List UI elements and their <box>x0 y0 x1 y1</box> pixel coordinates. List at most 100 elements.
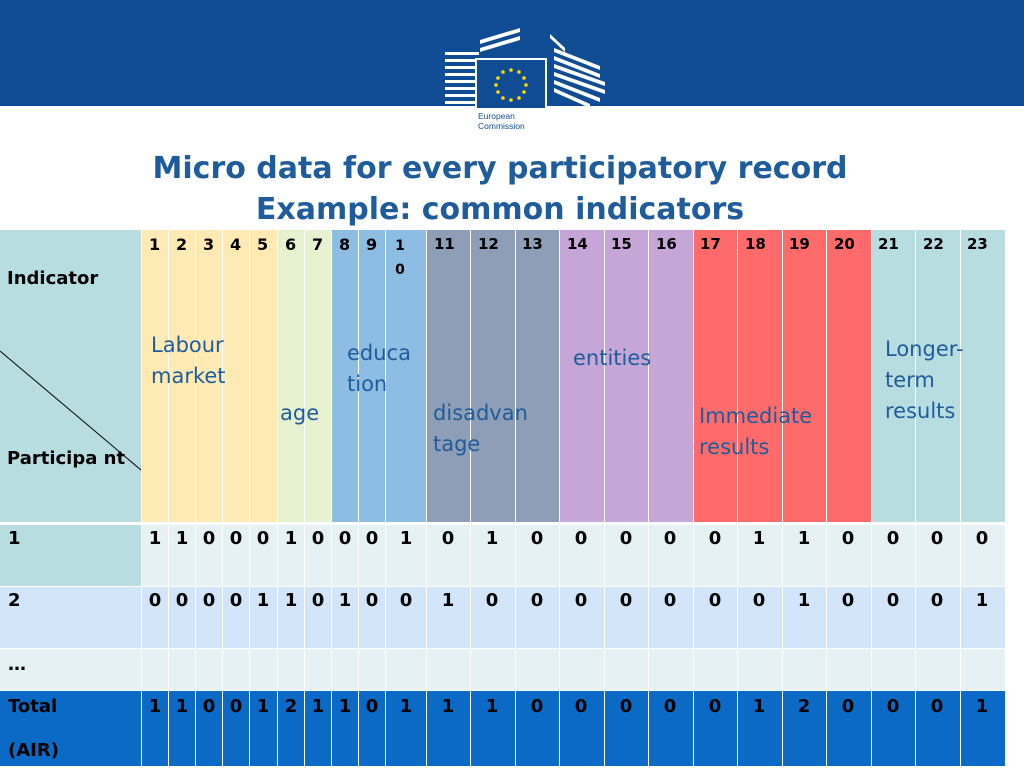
table-cell-value: 0 <box>229 590 243 611</box>
table-cell-value: 0 <box>229 528 243 549</box>
table-cell-value: 0 <box>930 590 944 611</box>
table-cell-value: 0 <box>311 528 325 549</box>
logo-text-line2: Commission <box>478 121 525 131</box>
table-cell-value: 0 <box>485 590 499 611</box>
table-cell-value: 1 <box>485 528 499 549</box>
table-cell-value: 0 <box>619 696 633 717</box>
table-cell-value: 1 <box>797 590 811 611</box>
table-cell-value: 0 <box>365 696 379 717</box>
indicator-number-21: 21 <box>878 235 899 253</box>
indicator-number-3: 3 <box>203 235 215 254</box>
table-cell-value: 1 <box>256 590 270 611</box>
table-cell-value: 0 <box>365 590 379 611</box>
indicator-number-4: 4 <box>230 235 242 254</box>
indicator-number-18: 18 <box>745 235 766 253</box>
table-cell-value: 0 <box>365 528 379 549</box>
indicator-number-17: 17 <box>700 235 721 253</box>
row-1-label-bg <box>0 524 141 586</box>
grid-vline <box>304 230 305 766</box>
grid-vline <box>385 230 386 766</box>
indicator-number-6: 6 <box>285 235 297 254</box>
total-label-line-2: (AIR) <box>8 740 59 761</box>
indicator-number-23: 23 <box>967 235 988 253</box>
indicator-number-11: 11 <box>434 235 455 253</box>
group-label-immediate-results: Immediate results <box>699 404 813 459</box>
grid-vline <box>871 230 872 766</box>
corner-cell <box>0 230 141 522</box>
table-cell-value: 2 <box>284 696 298 717</box>
table-cell-value: 0 <box>619 528 633 549</box>
table-cell-value: 1 <box>399 696 413 717</box>
corner-diagonal <box>0 350 141 471</box>
table-cell-value: 0 <box>886 696 900 717</box>
table-cell-value: 0 <box>202 528 216 549</box>
table-cell-value: 0 <box>930 528 944 549</box>
table-cell-value: 0 <box>619 590 633 611</box>
grid-vline <box>426 230 427 766</box>
indicator-number-12: 12 <box>478 235 499 253</box>
table-cell-value: 0 <box>708 696 722 717</box>
row-label-2: 2 <box>8 590 21 611</box>
band-education <box>331 230 426 522</box>
table-cell-value: 1 <box>399 528 413 549</box>
band-entities <box>559 230 693 522</box>
grid-hline <box>0 690 1005 691</box>
indicator-number-7: 7 <box>312 235 324 254</box>
total-label-line-1: Total <box>8 696 58 717</box>
logo-text-line1: European <box>478 111 515 121</box>
table-cell-value: 1 <box>441 696 455 717</box>
row-1-bg <box>141 524 1005 586</box>
group-label-disadvantage: disadvan tage <box>433 401 528 456</box>
table-cell-value: 0 <box>841 528 855 549</box>
table-cell-value: 1 <box>175 528 189 549</box>
title-line-1: Micro data for every participatory recor… <box>152 151 848 186</box>
grid-vline <box>693 230 694 766</box>
table-cell-value: 1 <box>752 528 766 549</box>
table-cell-value: 0 <box>202 696 216 717</box>
grid-hline <box>0 586 1005 587</box>
row-label-1: 1 <box>8 528 21 549</box>
table-cell-value: 0 <box>752 590 766 611</box>
table-cell-value: 1 <box>284 528 298 549</box>
title-line-2: Example: common indicators <box>255 192 745 227</box>
band-disadvantage <box>426 230 559 522</box>
logo-text: European Commission <box>478 111 548 131</box>
indicator-number-15: 15 <box>611 235 632 253</box>
grid-vline <box>249 230 250 766</box>
indicator-number-22: 22 <box>923 235 944 253</box>
table-cell-value: 1 <box>485 696 499 717</box>
table-cell-value: 0 <box>530 590 544 611</box>
european-commission-logo <box>445 28 605 110</box>
table-cell-value: 1 <box>256 696 270 717</box>
row-2-bg <box>0 586 1005 648</box>
table-cell-value: 1 <box>284 590 298 611</box>
table-cell-value: 1 <box>148 528 162 549</box>
grid-vline <box>737 230 738 766</box>
table-cell-value: 1 <box>338 696 352 717</box>
indicator-number-9: 9 <box>366 235 378 254</box>
grid-vline <box>141 230 142 766</box>
grid-vline <box>604 230 605 766</box>
table-cell-value: 1 <box>338 590 352 611</box>
grid-vline <box>277 230 278 766</box>
grid-vline <box>168 230 169 766</box>
table-cell-value: 1 <box>175 696 189 717</box>
band-longer-term-results <box>871 230 1005 522</box>
grid-vline <box>826 230 827 766</box>
grid-vline <box>222 230 223 766</box>
table-cell-value: 0 <box>574 590 588 611</box>
table-cell-value: 0 <box>975 528 989 549</box>
table-cell-value: 1 <box>975 696 989 717</box>
table-cell-value: 0 <box>708 528 722 549</box>
table-cell-value: 0 <box>338 528 352 549</box>
grid-vline <box>331 230 332 766</box>
group-label-entities: entities <box>573 346 652 370</box>
table-cell-value: 0 <box>663 528 677 549</box>
table-cell-value: 0 <box>256 528 270 549</box>
grid-vline <box>470 230 471 766</box>
table-cell-value: 0 <box>886 528 900 549</box>
row-3-bg <box>0 648 1005 690</box>
table-cell-value: 0 <box>530 696 544 717</box>
table-cell-value: 0 <box>663 696 677 717</box>
table-cell-value: 0 <box>574 528 588 549</box>
